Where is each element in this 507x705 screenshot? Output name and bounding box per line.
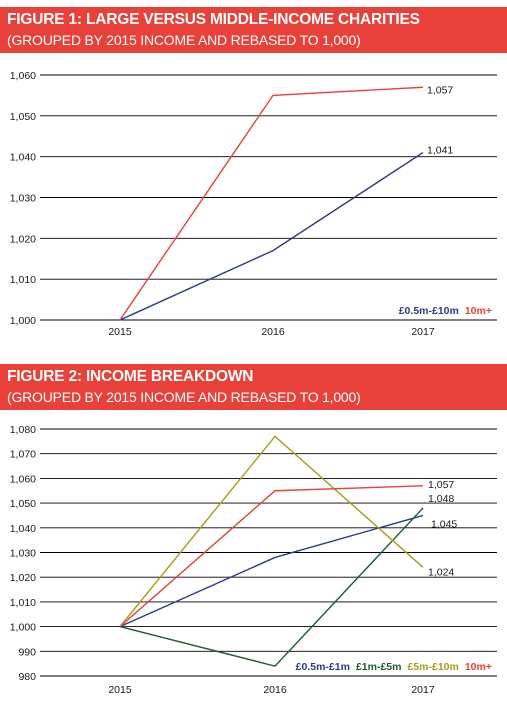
y-tick-label: 1,050	[10, 111, 36, 123]
series-line	[119, 485, 424, 628]
data-label: 1,057	[427, 84, 453, 96]
legend-entry: 10m+	[465, 661, 492, 673]
x-tick-label: 2017	[411, 326, 435, 338]
figure-2-chart: 980 990 1,000 1,010 1,020 1,030 1,040 1,050 1,06…	[10, 424, 497, 696]
y-tick-label: 1,080	[10, 424, 36, 436]
figure-1-header: FIGURE 1: LARGE VERSUS MIDDLE-INCOME CHA…	[0, 7, 507, 53]
legend: £0.5m-£1m £1m-£5m £5m-£10m 10m+	[296, 661, 492, 673]
series-line	[119, 507, 424, 667]
data-label: 1,024	[428, 566, 454, 578]
y-tick-label: 1,020	[10, 572, 36, 584]
legend-entry: £1m-£5m	[356, 661, 402, 673]
y-tick-label: 1,040	[10, 152, 36, 164]
y-tick-label: 1,070	[10, 449, 36, 461]
legend-entry: £0.5m-£1m	[296, 661, 350, 673]
x-tick-label: 2016	[263, 684, 287, 696]
x-tick-label: 2016	[261, 326, 285, 338]
x-tick-label: 2015	[108, 326, 132, 338]
legend-entry: £5m-£10m	[407, 661, 458, 673]
figure-1-subtitle: (GROUPED BY 2015 INCOME AND REBASED TO 1…	[7, 32, 361, 48]
series-line	[119, 514, 424, 628]
y-tick-label: 990	[18, 646, 36, 658]
y-tick-label: 1,000	[10, 622, 36, 634]
y-tick-label: 1,010	[10, 597, 36, 609]
y-tick-label: 1,050	[10, 498, 36, 510]
x-tick-label: 2015	[108, 684, 132, 696]
x-tick-label: 2017	[411, 684, 435, 696]
data-label: 1,057	[428, 479, 454, 491]
y-tick-label: 1,060	[10, 70, 36, 82]
y-tick-label: 1,040	[10, 523, 36, 535]
y-tick-label: 1,030	[10, 548, 36, 560]
data-label: 1,041	[427, 145, 453, 157]
series-line	[119, 86, 424, 321]
series-line	[119, 435, 424, 628]
legend-entry: 10m+	[465, 305, 492, 317]
data-label: 1,045	[431, 518, 457, 530]
legend: £0.5m-£10m 10m+	[399, 305, 492, 317]
figure-2-subtitle: (GROUPED BY 2015 INCOME AND REBASED TO 1…	[7, 389, 361, 405]
figure-2-title: FIGURE 2: INCOME BREAKDOWN	[7, 368, 254, 385]
y-tick-label: 1,030	[10, 193, 36, 205]
data-label: 1,048	[428, 493, 454, 505]
figure-1-title: FIGURE 1: LARGE VERSUS MIDDLE-INCOME CHA…	[7, 11, 420, 28]
legend-entry: £0.5m-£10m	[399, 305, 459, 317]
figure-1-chart: 1,000 1,010 1,020 1,030 1,040 1,050 1,060 2015 2…	[10, 70, 497, 338]
figure-2-header: FIGURE 2: INCOME BREAKDOWN (GROUPED BY 2…	[0, 364, 507, 410]
y-tick-label: 1,020	[10, 233, 36, 245]
y-tick-label: 1,010	[10, 274, 36, 286]
y-tick-label: 980	[18, 671, 36, 683]
series-line	[119, 151, 424, 321]
y-tick-label: 1,060	[10, 473, 36, 485]
y-tick-label: 1,000	[10, 315, 36, 327]
